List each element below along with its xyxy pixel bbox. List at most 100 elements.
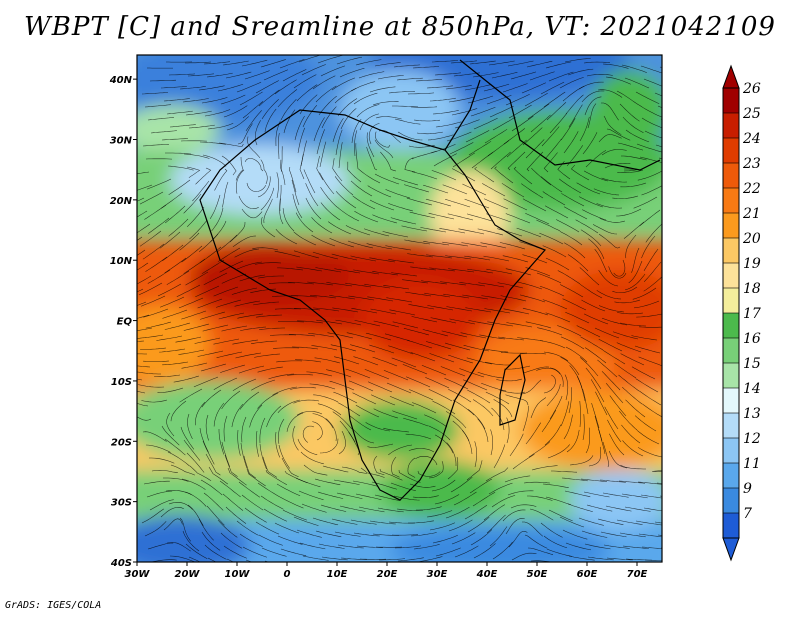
streamline [525,139,545,159]
streamline [179,388,203,403]
streamline [622,116,644,133]
streamline [183,258,206,274]
streamline [329,237,355,248]
streamline [579,357,599,377]
streamline [450,60,477,64]
streamline [631,335,658,341]
streamline [470,529,493,546]
streamline [137,353,147,355]
streamline [251,379,276,391]
streamline [595,391,608,416]
streamline [221,441,231,467]
streamline [236,81,262,93]
streamline [280,159,286,186]
streamline [525,267,551,277]
colorbar-label: 14 [743,381,761,397]
streamline [483,83,510,92]
streamline [280,146,283,173]
streamline [583,61,610,64]
streamline [525,213,550,225]
streamline [656,482,662,484]
streamline [490,151,511,170]
streamline [428,389,453,402]
streamline [137,314,150,319]
streamline [352,392,377,405]
streamline [234,248,260,258]
streamline [601,149,627,156]
streamline [333,479,360,485]
streamline [596,203,623,209]
streamline [137,275,152,285]
streamline [442,184,468,195]
streamline [353,92,378,105]
streamline [499,242,526,250]
streamline [241,416,247,443]
streamline [307,281,334,286]
streamline [260,59,286,68]
streamline [143,480,170,485]
streamline [314,357,341,364]
streamline [637,447,662,458]
streamline [181,478,206,490]
streamline [527,103,550,120]
streamline [319,438,339,454]
streamline [510,71,537,80]
streamline [312,251,339,260]
streamline [251,340,278,344]
streamline [164,438,186,456]
streamline [579,267,600,286]
colorbar-swatch [723,388,739,414]
streamline [367,443,394,448]
streamline [355,143,359,170]
streamline [425,198,452,207]
streamline [585,367,602,390]
colorbar-label: 13 [743,406,761,422]
colorbar-swatch [723,488,739,514]
streamline [383,370,409,381]
streamline [445,255,472,260]
streamline [311,345,338,351]
streamline [364,369,390,380]
streamline [536,219,561,232]
streamline [404,239,431,245]
streamline [295,212,314,233]
map-plot-area [136,54,663,563]
streamline [596,290,622,300]
streamline [207,557,217,562]
streamline [540,176,563,193]
streamline [524,93,548,107]
streamline [168,179,191,196]
streamline [199,141,226,145]
streamline [148,217,170,234]
streamline [568,387,572,414]
streamline [263,198,273,224]
streamline [654,92,662,97]
streamline [581,530,608,538]
streamline [167,165,194,171]
streamline [598,305,625,313]
colorbar-swatch [723,513,739,539]
streamline [521,82,547,94]
streamline [162,309,188,319]
streamline [218,429,225,455]
streamline [468,409,486,430]
streamline [522,127,543,146]
streamline [312,75,336,90]
streamline [142,243,165,260]
streamline [635,520,662,526]
lat-tick-label: EQ [117,317,133,328]
lon-tick-label: 20E [377,569,398,580]
streamline [543,351,569,362]
streamline [366,132,375,158]
streamline [564,490,591,498]
streamline [261,99,279,120]
streamline [563,242,586,259]
streamline [163,477,189,482]
lat-tick-label: 30N [110,136,133,147]
streamline [257,392,279,409]
streamline [137,249,146,256]
streamline [311,234,336,247]
streamline [621,424,641,444]
streamline [396,508,423,511]
streamline [199,427,209,453]
